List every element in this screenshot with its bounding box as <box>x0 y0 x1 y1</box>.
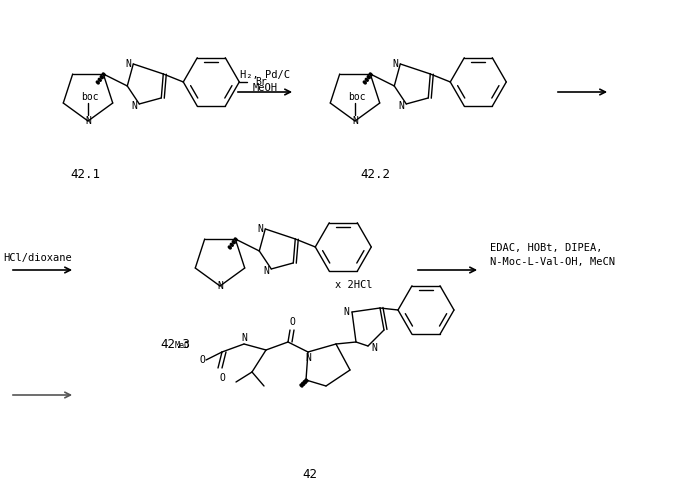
Text: 42.1: 42.1 <box>70 168 100 181</box>
Text: Br: Br <box>255 77 267 87</box>
Text: boc: boc <box>81 92 99 102</box>
Text: MeO: MeO <box>174 342 190 350</box>
Text: N: N <box>392 59 398 69</box>
Text: N: N <box>131 101 137 111</box>
Text: O: O <box>199 355 205 365</box>
Text: N: N <box>125 59 131 69</box>
Text: boc: boc <box>348 92 366 102</box>
Text: EDAC, HOBt, DIPEA,: EDAC, HOBt, DIPEA, <box>490 243 602 253</box>
Text: N: N <box>241 333 247 343</box>
Text: O: O <box>289 317 295 327</box>
Text: N: N <box>263 266 269 276</box>
Text: 42.3: 42.3 <box>160 338 190 351</box>
Text: N: N <box>305 353 311 363</box>
Text: x 2HCl: x 2HCl <box>335 280 372 290</box>
Text: H₂, Pd/C: H₂, Pd/C <box>240 70 290 80</box>
Text: N: N <box>257 224 263 234</box>
Text: N-Moc-L-Val-OH, MeCN: N-Moc-L-Val-OH, MeCN <box>490 257 615 267</box>
Text: HCl/dioxane: HCl/dioxane <box>3 253 72 263</box>
Text: N: N <box>399 101 404 111</box>
Text: 42: 42 <box>302 468 318 481</box>
Text: N: N <box>217 281 223 291</box>
Text: N: N <box>85 116 91 126</box>
Text: O: O <box>219 373 225 383</box>
Text: N: N <box>352 116 358 126</box>
Text: N: N <box>343 307 349 317</box>
Text: N: N <box>371 343 377 353</box>
Text: MeOH: MeOH <box>252 83 277 93</box>
Text: 42.2: 42.2 <box>360 168 390 181</box>
